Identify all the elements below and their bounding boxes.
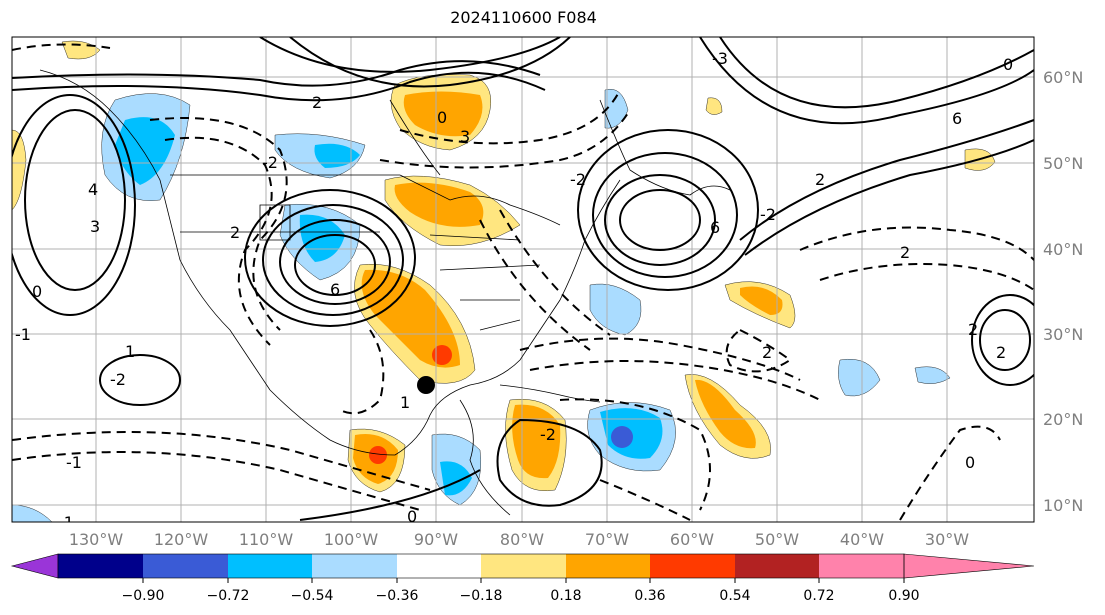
colorbar-tick: 0.36 bbox=[634, 588, 665, 604]
lon-label: 100°W bbox=[324, 530, 379, 549]
contour-label: -1 bbox=[58, 513, 74, 532]
shade-blob bbox=[361, 269, 460, 368]
colorbar-tick: 0.72 bbox=[803, 588, 834, 604]
shade-blob bbox=[589, 283, 642, 336]
colorbar-tick: 0.54 bbox=[719, 588, 750, 604]
colorbar-segment-9 bbox=[735, 554, 819, 578]
colorbar-segment-1 bbox=[58, 554, 143, 578]
lon-label: 60°W bbox=[670, 530, 714, 549]
shade-blob bbox=[403, 91, 483, 137]
shade-blob bbox=[432, 345, 452, 365]
colorbar-segment-8 bbox=[650, 554, 735, 578]
shade-blob bbox=[440, 461, 472, 496]
colorbar-segment-2 bbox=[143, 554, 228, 578]
shade-blob bbox=[115, 117, 175, 185]
contour-label: -1 bbox=[15, 325, 31, 344]
colorbar-tick: −0.72 bbox=[207, 588, 250, 604]
colorbar-extend-right bbox=[903, 553, 1035, 579]
colorbar-tick: −0.90 bbox=[122, 588, 165, 604]
map-frame bbox=[11, 36, 1035, 523]
contour-label: 2 bbox=[996, 343, 1006, 362]
lat-label: 30°N bbox=[1043, 325, 1083, 344]
shade-blob bbox=[705, 97, 723, 115]
contour-labels: 0 3 2 -3 -2 2 3 4 6 -1 1 0 -2 6 2 -2 0 -… bbox=[15, 49, 1013, 532]
colorbar-segment-7 bbox=[566, 554, 650, 578]
contour-label: 2 bbox=[968, 320, 978, 339]
contour-label: 4 bbox=[88, 180, 98, 199]
shade-blob bbox=[299, 214, 345, 262]
shade-blob bbox=[914, 366, 951, 384]
contour-label: 6 bbox=[710, 218, 720, 237]
location-marker bbox=[417, 376, 435, 394]
shade-blob bbox=[12, 129, 27, 211]
contour-label: -1 bbox=[66, 453, 82, 472]
colorbar-tick: 0.90 bbox=[888, 588, 919, 604]
lat-label: 40°N bbox=[1043, 240, 1083, 259]
contour-label: -2 bbox=[570, 170, 586, 189]
shade-blob bbox=[695, 379, 756, 449]
colorbar-tick: −0.36 bbox=[376, 588, 419, 604]
contour-label: 0 bbox=[965, 453, 975, 472]
colorbar-tick: −0.54 bbox=[291, 588, 334, 604]
contour-label: 0 bbox=[1003, 55, 1013, 74]
contour-label: -2 bbox=[540, 425, 556, 444]
colorbar-tick: 0.18 bbox=[550, 588, 581, 604]
lon-label: 120°W bbox=[154, 530, 209, 549]
contour-label: 2 bbox=[230, 223, 240, 242]
colorbar-tick: −0.18 bbox=[460, 588, 503, 604]
lon-label: 130°W bbox=[69, 530, 124, 549]
contour-label: 2 bbox=[762, 343, 772, 362]
dashed-contours bbox=[12, 43, 1034, 521]
colorbar-segment-3 bbox=[228, 554, 312, 578]
lon-label: 30°W bbox=[925, 530, 969, 549]
coastlines bbox=[39, 69, 731, 516]
colorbar-segment-4 bbox=[312, 554, 397, 578]
contour-label: 0 bbox=[407, 507, 417, 526]
lon-label: 80°W bbox=[500, 530, 544, 549]
contour-label: 3 bbox=[90, 217, 100, 236]
shade-blob bbox=[394, 182, 484, 227]
colorbar-segment-6 bbox=[481, 554, 566, 578]
lon-label: 70°W bbox=[585, 530, 629, 549]
shade-blob bbox=[604, 89, 629, 129]
colorbar: −0.90 −0.72 −0.54 −0.36 −0.18 0.18 0.36 … bbox=[10, 553, 1035, 604]
colorbar-segment-5 bbox=[397, 554, 481, 578]
map-title: 2024110600 F084 bbox=[450, 8, 597, 27]
contour-label: -2 bbox=[110, 370, 126, 389]
contour-label: 0 bbox=[32, 282, 42, 301]
contour-label: -2 bbox=[760, 205, 776, 224]
contour-label: 2 bbox=[312, 93, 322, 112]
colorbar-segment-10 bbox=[819, 554, 904, 578]
graticule bbox=[12, 37, 1034, 522]
lon-label: 90°W bbox=[414, 530, 458, 549]
shade-blob bbox=[314, 143, 360, 168]
lat-label: 50°N bbox=[1043, 154, 1083, 173]
latitude-labels: 60°N 50°N 40°N 30°N 20°N 10°N bbox=[1043, 68, 1083, 515]
contour-label: 1 bbox=[400, 393, 410, 412]
shade-blob bbox=[740, 286, 783, 315]
contour-label: 0 bbox=[437, 108, 447, 127]
lat-label: 10°N bbox=[1043, 496, 1083, 515]
lon-label: 50°W bbox=[755, 530, 799, 549]
longitude-labels: 130°W 120°W 110°W 100°W 90°W 80°W 70°W 6… bbox=[69, 530, 969, 549]
shade-blob bbox=[512, 404, 561, 479]
shade-blob bbox=[611, 426, 633, 448]
shade-blob bbox=[369, 446, 387, 464]
lat-label: 60°N bbox=[1043, 68, 1083, 87]
contour-label: 3 bbox=[460, 127, 470, 146]
lon-label: 40°W bbox=[840, 530, 884, 549]
contour-label: -3 bbox=[712, 49, 728, 68]
contour-label: 1 bbox=[125, 342, 135, 361]
colorbar-segment-0 bbox=[10, 553, 59, 579]
contour-label: -2 bbox=[262, 153, 278, 172]
contour-label: 6 bbox=[330, 280, 340, 299]
contour-label: 6 bbox=[952, 109, 962, 128]
solid-contours bbox=[12, 37, 1034, 521]
contour-label: 2 bbox=[900, 243, 910, 262]
lon-label: 110°W bbox=[239, 530, 294, 549]
contour-label: 2 bbox=[815, 170, 825, 189]
lat-label: 20°N bbox=[1043, 410, 1083, 429]
shade-blob bbox=[838, 359, 881, 397]
